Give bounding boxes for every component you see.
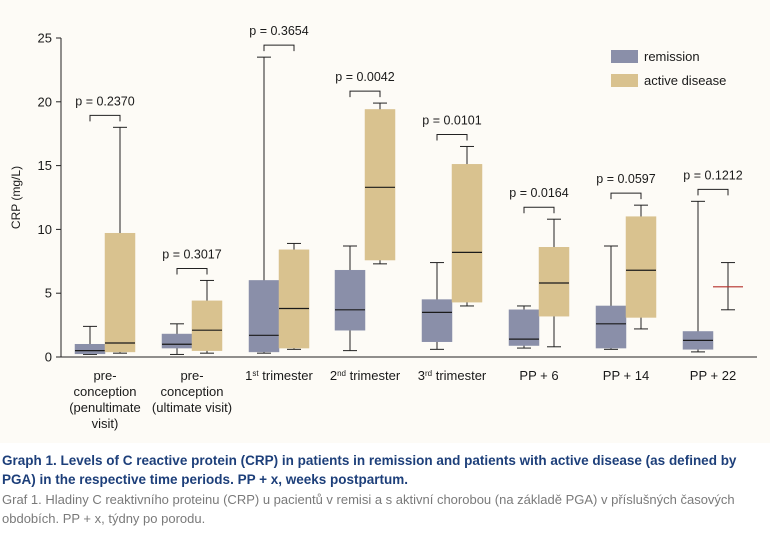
box-remission bbox=[595, 305, 627, 349]
caption-czech: Graf 1. Hladiny C reaktivního proteinu (… bbox=[2, 492, 735, 526]
box-active-disease bbox=[191, 300, 223, 351]
p-value-label: p = 0.0101 bbox=[422, 113, 481, 127]
x-category-label: 2nd trimester bbox=[330, 368, 401, 383]
p-value-bracket bbox=[697, 188, 729, 196]
x-category-label: pre- bbox=[180, 368, 203, 383]
box-active-disease bbox=[451, 164, 483, 303]
x-category-label: conception bbox=[161, 384, 224, 399]
y-tick-label: 20 bbox=[38, 94, 52, 109]
figure-caption: Graph 1. Levels of C reactive protein (C… bbox=[2, 451, 766, 528]
y-tick-label: 5 bbox=[45, 286, 52, 301]
p-value-bracket bbox=[263, 44, 295, 52]
box-active-disease bbox=[104, 232, 136, 353]
legend-label-remission: remission bbox=[644, 49, 700, 64]
p-value-label: p = 0.1212 bbox=[683, 168, 742, 182]
p-value-label: p = 0.3654 bbox=[249, 24, 308, 38]
x-category-label: PP + 6 bbox=[519, 368, 558, 383]
box-remission bbox=[74, 343, 106, 355]
p-value-label: p = 0.0042 bbox=[335, 70, 394, 84]
box-active-disease bbox=[364, 109, 396, 261]
p-value-bracket bbox=[436, 133, 468, 141]
box-remission bbox=[421, 299, 453, 342]
p-value-bracket bbox=[89, 114, 121, 122]
x-category-label: pre- bbox=[93, 368, 116, 383]
x-category-label: 1st trimester bbox=[245, 368, 313, 383]
box-active-disease bbox=[278, 249, 310, 349]
p-value-label: p = 0.0597 bbox=[596, 172, 655, 186]
x-category-label: 3rd trimester bbox=[418, 368, 487, 383]
box-remission bbox=[248, 280, 280, 353]
x-category-label: PP + 22 bbox=[690, 368, 736, 383]
legend-swatch-remission bbox=[611, 50, 638, 63]
x-category-label: (ultimate visit) bbox=[152, 400, 232, 415]
p-value-bracket bbox=[523, 206, 555, 214]
legend-swatch-active-disease bbox=[611, 74, 638, 87]
box-remission bbox=[508, 309, 540, 346]
y-axis-label: CRP (mg/L) bbox=[9, 166, 23, 229]
y-tick-label: 15 bbox=[38, 158, 52, 173]
figure-area: 0 5 10 15 20 25 CRP (mg/L) p = 0.2370 p = 0.3017… bbox=[9, 24, 757, 431]
box-remission bbox=[161, 333, 193, 349]
p-value-label: p = 0.2370 bbox=[75, 94, 134, 108]
box-remission bbox=[334, 269, 366, 331]
box-active-disease bbox=[625, 216, 657, 318]
y-tick-label: 25 bbox=[38, 31, 52, 46]
x-category-label: visit) bbox=[92, 416, 119, 431]
p-value-label: p = 0.0164 bbox=[509, 186, 568, 200]
crp-box-plot-chart: 0 5 10 15 20 25 CRP (mg/L) p = 0.2370 p = 0.3017… bbox=[9, 24, 757, 431]
x-category-label: (penultimate bbox=[69, 400, 141, 415]
legend-label-active-disease: active disease bbox=[644, 73, 726, 88]
y-tick-label: 10 bbox=[38, 222, 52, 237]
p-value-bracket bbox=[176, 267, 208, 275]
p-value-label: p = 0.3017 bbox=[162, 247, 221, 261]
y-tick-label: 0 bbox=[45, 350, 52, 365]
x-category-label: conception bbox=[74, 384, 137, 399]
box-active-disease bbox=[538, 247, 570, 317]
p-value-bracket bbox=[349, 90, 381, 98]
p-value-bracket bbox=[610, 192, 642, 200]
caption-english: Graph 1. Levels of C reactive protein (C… bbox=[2, 453, 737, 487]
x-category-label: PP + 14 bbox=[603, 368, 649, 383]
